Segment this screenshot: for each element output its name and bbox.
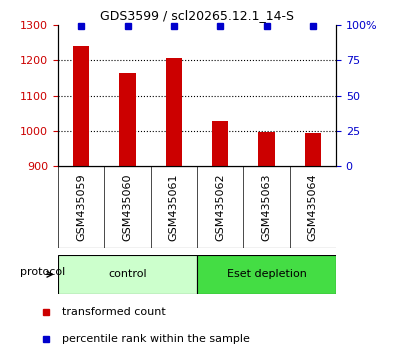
Text: GSM435064: GSM435064 <box>308 173 318 241</box>
Bar <box>212 121 228 166</box>
Bar <box>197 255 336 294</box>
Text: GSM435062: GSM435062 <box>215 173 225 241</box>
Text: transformed count: transformed count <box>62 307 166 317</box>
Bar <box>166 58 182 166</box>
Text: GSM435061: GSM435061 <box>169 173 179 241</box>
Text: GSM435060: GSM435060 <box>122 173 132 241</box>
Text: GSM435063: GSM435063 <box>262 173 272 241</box>
Bar <box>58 255 197 294</box>
Text: Eset depletion: Eset depletion <box>226 269 306 279</box>
Bar <box>119 73 136 166</box>
Text: control: control <box>108 269 147 279</box>
Bar <box>73 46 89 166</box>
Bar <box>258 132 275 166</box>
Text: protocol: protocol <box>20 267 66 278</box>
Bar <box>305 133 321 166</box>
Title: GDS3599 / scl20265.12.1_14-S: GDS3599 / scl20265.12.1_14-S <box>100 9 294 22</box>
Text: percentile rank within the sample: percentile rank within the sample <box>62 334 250 344</box>
Text: GSM435059: GSM435059 <box>76 173 86 241</box>
